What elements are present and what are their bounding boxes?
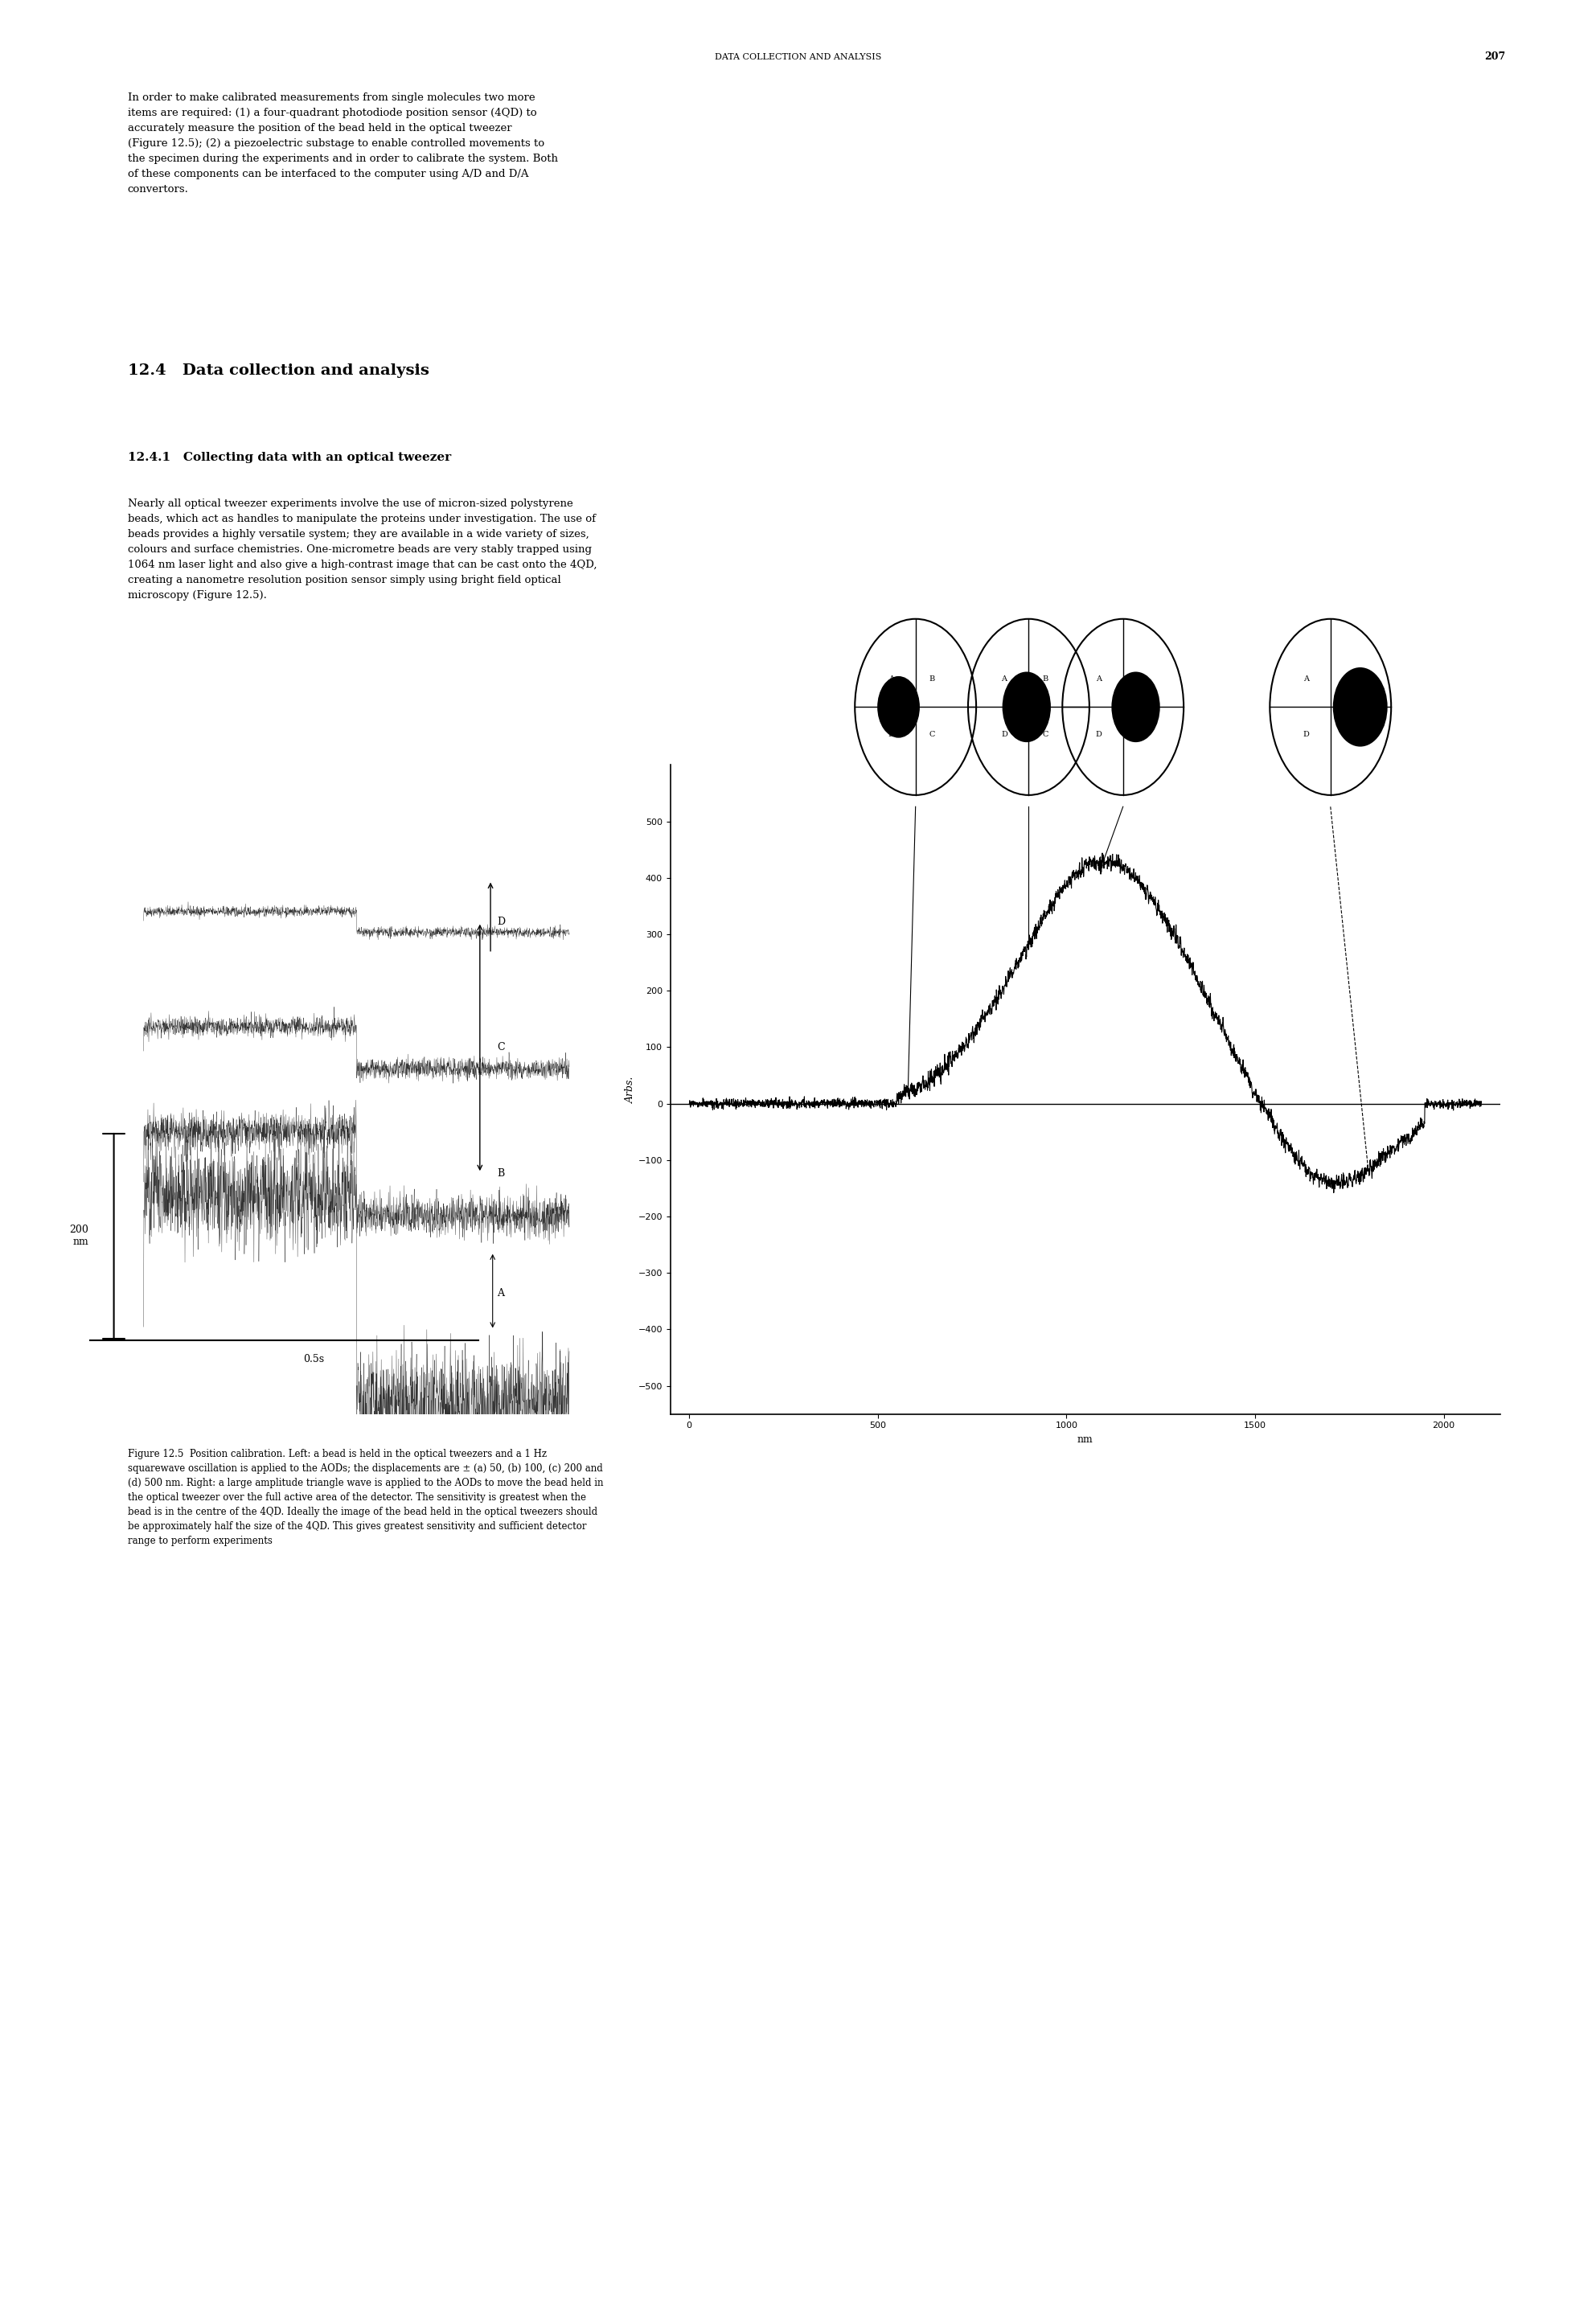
Text: A: A [1001, 675, 1007, 684]
Text: B: B [929, 675, 935, 684]
Text: B: B [496, 1168, 504, 1178]
Text: D: D [1302, 730, 1309, 739]
Text: 0.5s: 0.5s [303, 1354, 324, 1363]
Text: In order to make calibrated measurements from single molecules two more
items ar: In order to make calibrated measurements… [128, 93, 559, 195]
Text: 200
nm: 200 nm [69, 1224, 88, 1247]
Text: 12.4   Data collection and analysis: 12.4 Data collection and analysis [128, 364, 429, 378]
Text: 207: 207 [1484, 51, 1505, 63]
Text: C: C [1136, 730, 1143, 739]
Text: C: C [1042, 730, 1049, 739]
Text: A: A [887, 675, 894, 684]
Text: A: A [1302, 675, 1309, 684]
Text: 12.4.1   Collecting data with an optical tweezer: 12.4.1 Collecting data with an optical t… [128, 452, 452, 464]
Text: B: B [1042, 675, 1049, 684]
Text: A: A [496, 1289, 504, 1298]
Text: B: B [1136, 675, 1143, 684]
Text: C: C [1344, 730, 1350, 739]
Text: D: D [1095, 730, 1101, 739]
X-axis label: nm: nm [1077, 1435, 1093, 1444]
Text: C: C [496, 1043, 504, 1052]
Y-axis label: Arbs.: Arbs. [626, 1076, 635, 1103]
Text: D: D [1001, 730, 1007, 739]
Text: Nearly all optical tweezer experiments involve the use of micron-sized polystyre: Nearly all optical tweezer experiments i… [128, 498, 597, 600]
Text: Figure 12.5  Position calibration. Left: a bead is held in the optical tweezers : Figure 12.5 Position calibration. Left: … [128, 1449, 603, 1546]
Text: D: D [496, 916, 504, 927]
Text: D: D [887, 730, 894, 739]
Text: DATA COLLECTION AND ANALYSIS: DATA COLLECTION AND ANALYSIS [715, 53, 881, 60]
Text: C: C [929, 730, 935, 739]
Text: A: A [1095, 675, 1101, 684]
Text: B: B [1344, 675, 1350, 684]
